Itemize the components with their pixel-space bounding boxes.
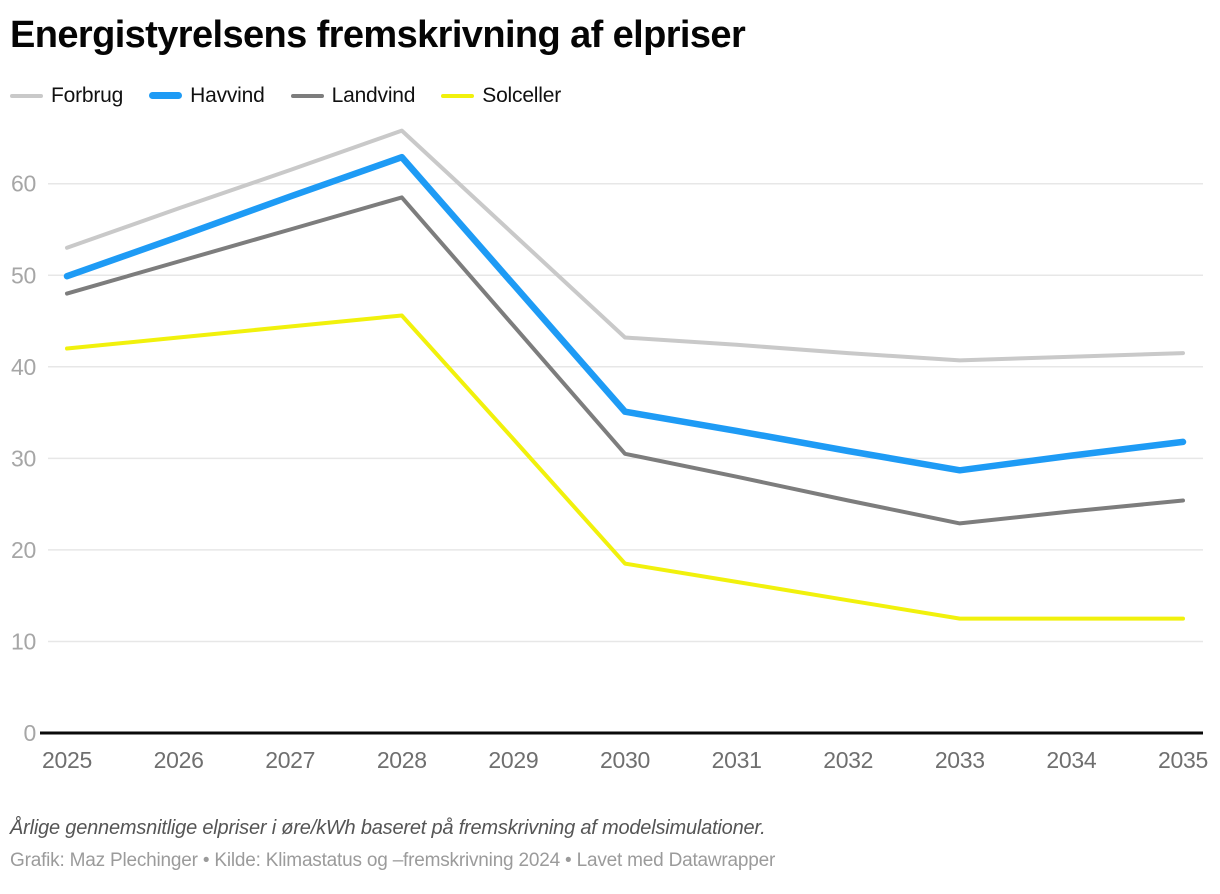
y-tick-label: 60	[11, 170, 36, 196]
legend-line-swatch-icon	[290, 93, 324, 98]
x-tick-label: 2030	[600, 747, 650, 773]
legend-line-swatch-icon	[10, 93, 43, 98]
legend-item-landvind: Landvind	[290, 83, 416, 108]
legend-line-swatch-icon	[441, 93, 475, 98]
x-tick-label: 2026	[154, 747, 204, 773]
x-tick-label: 2034	[1046, 747, 1096, 773]
chart-note: Årlige gennemsnitlige elpriser i øre/kWh…	[10, 816, 766, 839]
y-tick-label: 10	[11, 628, 36, 654]
x-tick-label: 2027	[265, 747, 315, 773]
series-line-havvind	[63, 153, 1187, 474]
legend-label: Forbrug	[51, 83, 124, 107]
legend-label: Havvind	[190, 83, 265, 107]
x-tick-label: 2035	[1158, 747, 1208, 773]
legend-label: Solceller	[482, 83, 561, 107]
series-line-landvind	[65, 195, 1185, 526]
chart-area: 0 10 20 30 40 50 60 2025 2026 2027 2028 2029 2030 203…	[0, 122, 1220, 791]
y-tick-label: 40	[11, 353, 36, 379]
chart-legend: Forbrug Havvind Landvind Solceller	[10, 84, 1220, 108]
x-tick-label: 2028	[377, 747, 427, 773]
x-tick-label: 2033	[935, 747, 985, 773]
series-line-forbrug	[65, 128, 1185, 363]
y-tick-label: 20	[11, 537, 36, 563]
chart-title: Energistyrelsens fremskrivning af elpris…	[10, 14, 746, 56]
y-tick-label: 50	[11, 262, 36, 288]
x-tick-label: 2029	[488, 747, 538, 773]
legend-item-solceller: Solceller	[441, 84, 561, 108]
legend-label: Landvind	[331, 83, 416, 107]
x-tick-label: 2032	[823, 747, 873, 773]
legend-item-forbrug: Forbrug	[10, 84, 123, 108]
x-tick-label: 2025	[42, 747, 92, 773]
chart-byline: Grafik: Maz Plechinger • Kilde: Klimasta…	[10, 849, 776, 871]
x-tick-label: 2031	[712, 747, 762, 773]
y-tick-label: 0	[24, 720, 37, 746]
y-tick-label: 30	[11, 445, 36, 471]
chart-footer: Årlige gennemsnitlige elpriser i øre/kWh…	[10, 817, 1210, 872]
series-line-solceller	[65, 313, 1185, 621]
legend-line-swatch-icon	[149, 92, 183, 100]
legend-item-havvind: Havvind	[149, 83, 265, 108]
